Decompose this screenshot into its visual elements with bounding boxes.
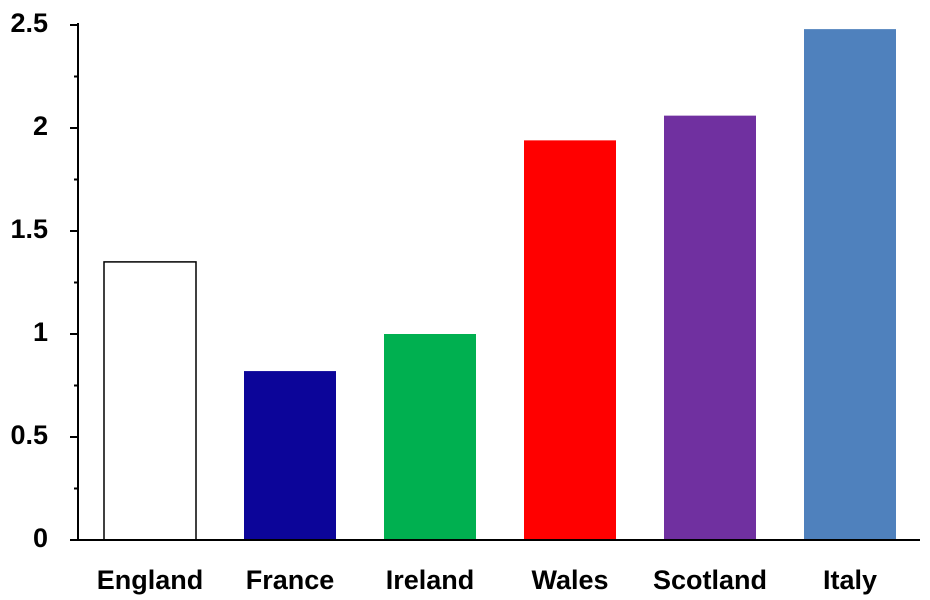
bar	[804, 29, 896, 541]
bar	[244, 371, 336, 540]
bar	[103, 261, 197, 541]
x-tick-label: Wales	[531, 565, 608, 595]
bar	[524, 140, 616, 541]
x-tick-label: France	[246, 565, 335, 595]
x-tick-label: Scotland	[653, 565, 767, 595]
y-tick-label: 1.5	[10, 214, 48, 244]
x-tick-label: Italy	[823, 565, 877, 595]
bar	[384, 334, 476, 540]
y-tick-label: 2	[33, 111, 48, 141]
y-tick-label: 1	[33, 317, 48, 347]
y-tick-label: 2.5	[10, 8, 48, 38]
x-tick-label: England	[97, 565, 204, 595]
x-tick-label: Ireland	[386, 565, 475, 595]
bar	[664, 115, 756, 540]
y-tick-label: 0.5	[10, 420, 48, 450]
y-tick-label: 0	[33, 523, 48, 553]
